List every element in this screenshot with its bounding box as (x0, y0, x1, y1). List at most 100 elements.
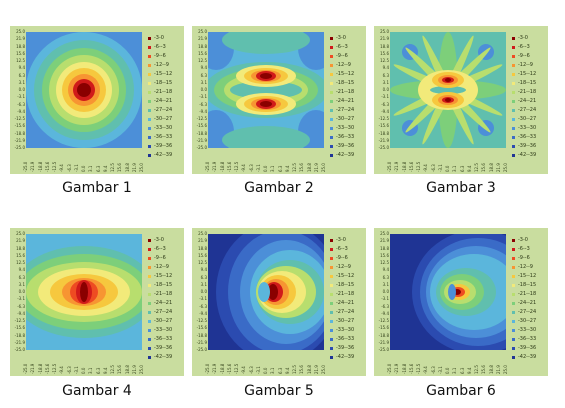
y-tick-label: 9.4 (200, 267, 207, 273)
contour-plot (26, 234, 142, 350)
legend-swatch (512, 109, 515, 112)
legend: -3-0 -6--3 -9--6 -12--9 -15--12 -18--15 -21--1… (512, 236, 546, 362)
contour-plot (208, 234, 324, 350)
y-tick-label: 6.3 (200, 72, 207, 78)
legend-item: -3-0 (512, 34, 546, 43)
contour-group (208, 32, 324, 148)
legend-item: -12--9 (512, 263, 546, 272)
legend-label: -21--18 (154, 291, 173, 297)
legend-swatch (330, 118, 333, 121)
x-tick-label: 21.9 (131, 163, 137, 172)
legend-item: -18--15 (330, 281, 364, 290)
figure-panel-1: 25.0 21.9 18.8 15.6 12.5 9.4 6.3 3.1 0.0 -3.1 -6.3… (10, 26, 184, 174)
y-tick-label: -9.4 (17, 108, 25, 114)
x-tick-label: 9.4 (102, 165, 108, 172)
legend-swatch (148, 302, 151, 305)
legend-item: -24--21 (512, 299, 546, 308)
x-tick-label: 25.0 (503, 365, 508, 374)
legend-item: -24--21 (330, 299, 364, 308)
y-tick-label: 9.4 (18, 65, 25, 71)
legend-swatch (512, 154, 515, 157)
x-tick-label: 0.0 (445, 367, 450, 374)
x-tick-label: -21.9 (30, 161, 36, 172)
y-tick-label: 25.0 (380, 231, 389, 236)
legend-label: -30--27 (154, 116, 173, 122)
contour-region (80, 282, 88, 302)
contour-region (222, 32, 310, 54)
x-tick-label: -12.5 (416, 363, 421, 374)
y-tick-label: 18.8 (198, 245, 207, 251)
y-tick-label: -9.4 (17, 310, 25, 316)
y-tick-label: 21.9 (16, 238, 25, 244)
x-tick-label: 0.0 (263, 367, 268, 374)
legend-item: -36--33 (330, 133, 364, 142)
x-tick-label: 9.4 (466, 165, 472, 172)
x-tick-label: 15.6 (117, 163, 123, 172)
legend-label: -9--6 (518, 255, 530, 261)
legend-label: -3-0 (154, 35, 164, 41)
y-tick-label: 12.5 (380, 58, 389, 63)
legend-swatch (512, 239, 515, 242)
y-tick-label: 21.9 (16, 36, 25, 42)
contour-region (222, 126, 310, 148)
legend-swatch (148, 37, 151, 40)
legend: -3-0 -6--3 -9--6 -12--9 -15--12 -18--15 -21--1… (512, 34, 546, 160)
legend-label: -42--39 (336, 152, 355, 158)
x-tick-label: 18.8 (488, 365, 494, 374)
y-tick-label: -21.9 (14, 339, 25, 345)
legend-label: -30--27 (336, 318, 355, 324)
legend-label: -6--3 (336, 246, 348, 252)
y-tick-label: -15.6 (196, 325, 207, 331)
y-tick-label: -6.3 (17, 303, 25, 309)
y-tick-label: -3.1 (199, 296, 207, 302)
x-tick-label: 18.8 (124, 163, 130, 172)
contour-region (260, 73, 272, 79)
y-tick-label: 18.8 (16, 43, 25, 49)
figure-caption-1: Gambar 1 (62, 180, 132, 196)
legend-item: -33--30 (512, 124, 546, 133)
y-tick-label: -18.8 (14, 130, 25, 136)
legend-swatch (148, 91, 151, 94)
legend-swatch (512, 118, 515, 121)
legend-label: -12--9 (336, 62, 351, 68)
legend-swatch (512, 338, 515, 341)
legend-swatch (330, 275, 333, 278)
legend-label: -9--6 (154, 53, 166, 59)
x-tick-label: 15.6 (481, 365, 487, 374)
x-tick-label: -18.8 (219, 363, 225, 374)
legend-label: -24--21 (518, 300, 537, 306)
legend-label: -39--36 (154, 143, 173, 149)
x-tick-label: 21.9 (313, 163, 319, 172)
y-tick-label: -6.3 (17, 101, 25, 107)
legend-item: -27--24 (512, 308, 546, 317)
legend-item: -36--33 (148, 335, 182, 344)
legend-swatch (148, 100, 151, 103)
x-tick-label: -25.0 (387, 363, 392, 374)
x-tick-label: 25.0 (139, 163, 144, 172)
y-tick-label: 0.0 (18, 289, 25, 294)
legend-swatch (330, 239, 333, 242)
legend-label: -6--3 (336, 44, 348, 50)
legend-item: -39--36 (148, 142, 182, 151)
legend-item: -27--24 (148, 308, 182, 317)
figure-caption-5: Gambar 5 (244, 383, 314, 399)
legend-item: -15--12 (148, 272, 182, 281)
legend-swatch (330, 109, 333, 112)
legend-item: -18--15 (148, 281, 182, 290)
contour-region (445, 78, 451, 82)
y-tick-label: 21.9 (198, 36, 207, 42)
x-tick-label: 15.6 (299, 365, 305, 374)
legend-label: -42--39 (154, 354, 173, 360)
legend-label: -9--6 (518, 53, 530, 59)
y-tick-label: 25.0 (16, 29, 25, 34)
legend-label: -21--18 (518, 89, 537, 95)
y-tick-label: 6.3 (18, 274, 25, 280)
x-tick-label: 3.1 (270, 367, 276, 374)
x-tick-label: 3.1 (88, 165, 94, 172)
x-tick-label: -18.8 (401, 363, 407, 374)
legend-label: -33--30 (336, 125, 355, 131)
y-tick-label: -21.9 (378, 137, 389, 143)
contour-plot (26, 32, 142, 148)
legend-swatch (148, 127, 151, 130)
x-tick-label: -25.0 (23, 161, 28, 172)
